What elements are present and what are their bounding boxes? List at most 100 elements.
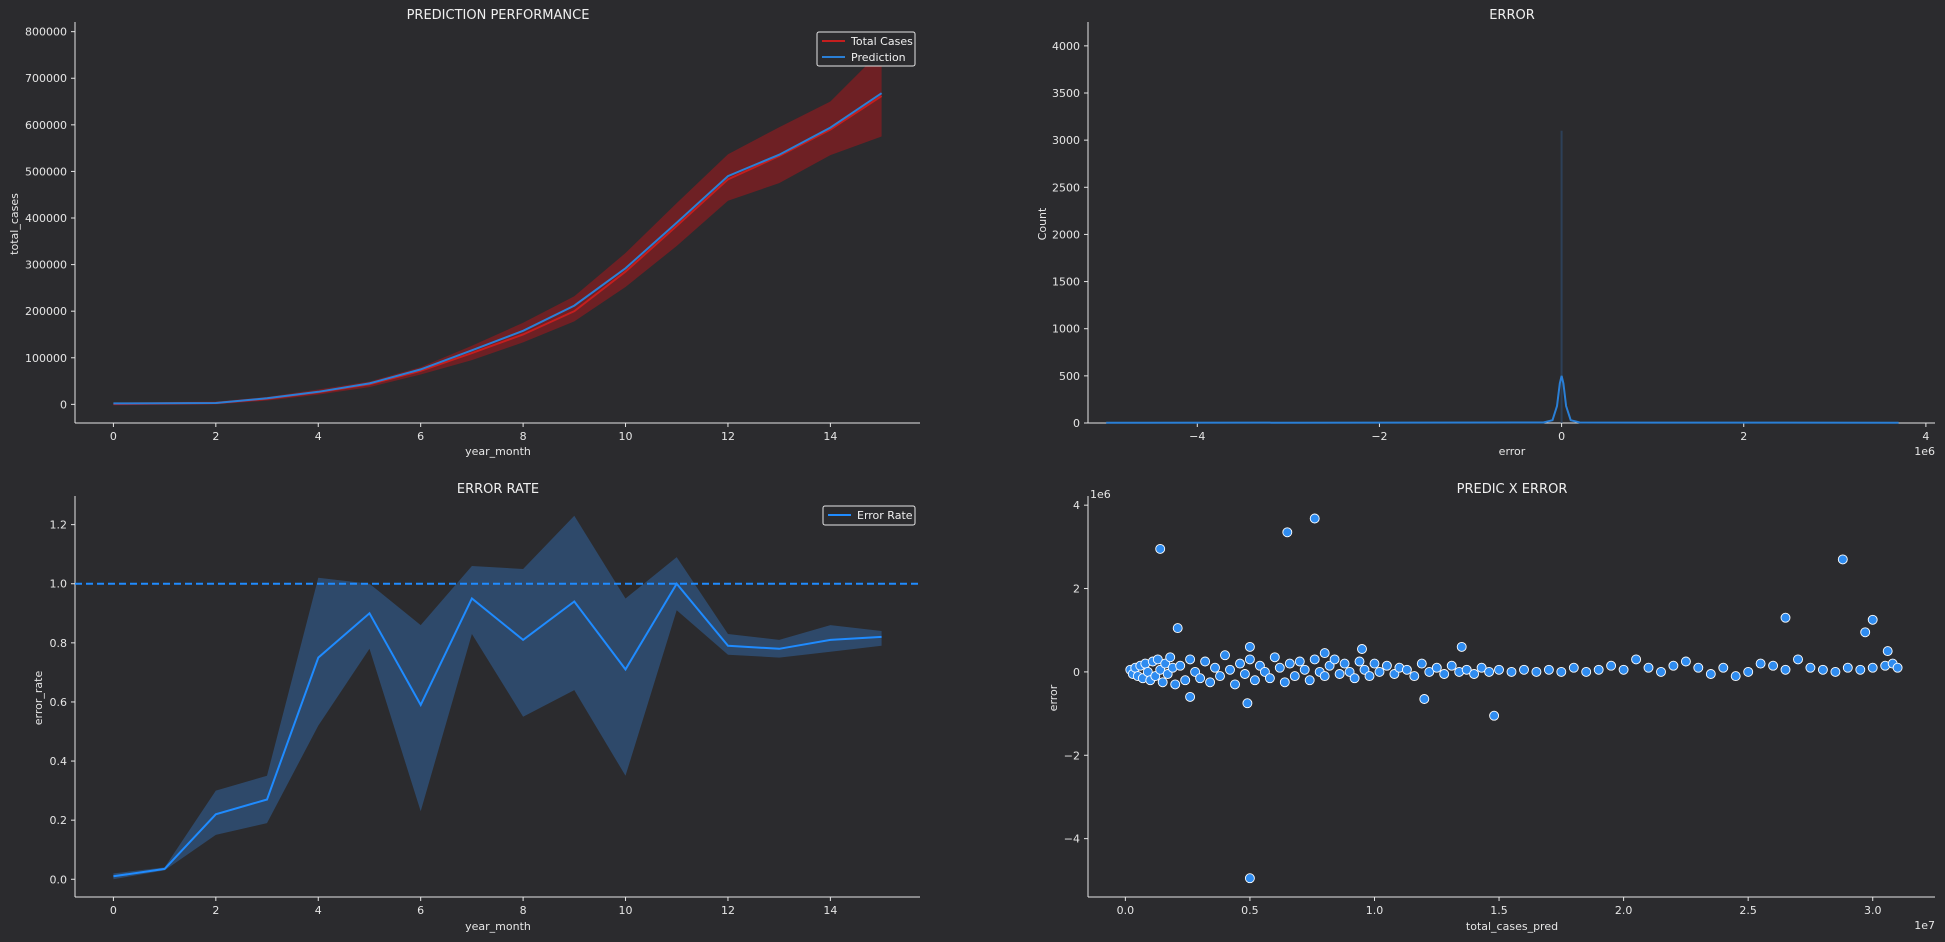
scatter-point xyxy=(1805,662,1816,673)
x-axis-offset: 1e6 xyxy=(1914,445,1935,458)
x-tick-label: 10 xyxy=(619,430,633,443)
scatter-point xyxy=(1180,675,1191,686)
y-axis-offset: 1e6 xyxy=(1090,488,1111,501)
scatter-point xyxy=(1230,679,1240,690)
x-tick-label: 2 xyxy=(212,430,219,443)
error-rate-chart: ERROR RATE year_month error_rate 0 2 4 6 8 10… xyxy=(32,482,920,933)
scatter-point xyxy=(1244,654,1255,665)
x-axis-label: year_month xyxy=(465,920,531,933)
axes: −4 −2 0 2 4 0 500 1000 1500 2000 2500 3000 3500 4000 xyxy=(1052,22,1935,443)
scatter-point xyxy=(1304,675,1315,686)
plot-area xyxy=(1125,513,1903,884)
x-tick-label: 6 xyxy=(417,904,424,917)
x-tick-label: −4 xyxy=(1189,430,1205,443)
scatter-point xyxy=(1220,650,1230,661)
x-tick-label: 0 xyxy=(1558,430,1565,443)
y-tick-label: 500 xyxy=(1059,370,1080,383)
y-tick-label: 0.4 xyxy=(50,755,68,768)
x-tick-label: 6 xyxy=(417,430,424,443)
scatter-point xyxy=(1606,660,1617,671)
scatter-point xyxy=(1419,694,1430,704)
y-tick-label: 0 xyxy=(1073,666,1080,679)
scatter-point xyxy=(1469,669,1480,679)
y-tick-label: 0.2 xyxy=(50,814,68,827)
y-tick-label: 1500 xyxy=(1052,276,1080,289)
scatter-point xyxy=(1215,671,1225,682)
axes: 0.0 0.5 1.0 1.5 2.0 2.5 3.0 −4 −2 0 2 4 xyxy=(1064,496,1935,917)
x-tick-label: 14 xyxy=(823,904,837,917)
scatter-point xyxy=(1506,666,1517,677)
scatter-point xyxy=(1165,652,1176,663)
x-tick-label: 10 xyxy=(619,904,633,917)
x-tick-label: 0.5 xyxy=(1241,904,1259,917)
scatter-point xyxy=(1357,644,1367,654)
kde-line xyxy=(1106,375,1899,424)
y-tick-label: 0.0 xyxy=(50,873,68,886)
y-tick-label: 700000 xyxy=(25,72,67,85)
x-tick-label: 2 xyxy=(1740,430,1747,443)
scatter-point xyxy=(1476,662,1487,673)
x-axis-label: total_cases_pred xyxy=(1466,920,1558,933)
scatter-point xyxy=(1439,669,1450,679)
scatter-point xyxy=(1349,673,1360,684)
scatter-point xyxy=(1424,666,1435,677)
scatter-point xyxy=(1543,664,1554,675)
scatter-point xyxy=(1244,641,1255,652)
y-tick-label: −4 xyxy=(1064,833,1080,846)
scatter-point xyxy=(1867,662,1878,673)
scatter-point xyxy=(1264,673,1275,684)
chart-title: PREDIC X ERROR xyxy=(1457,482,1568,497)
y-axis-label: Count xyxy=(1036,207,1049,240)
scatter-point xyxy=(1205,677,1216,688)
x-tick-label: 0 xyxy=(110,430,117,443)
y-tick-label: 300000 xyxy=(25,259,67,272)
y-tick-label: 1000 xyxy=(1052,323,1080,336)
x-tick-label: 4 xyxy=(1922,430,1929,443)
scatter-point xyxy=(1461,664,1472,675)
y-tick-label: 0.8 xyxy=(50,637,68,650)
scatter-point xyxy=(1334,669,1345,679)
scatter-point xyxy=(1289,671,1300,682)
scatter-point xyxy=(1693,662,1704,673)
chart-title: ERROR xyxy=(1489,8,1535,23)
scatter-point xyxy=(1718,662,1729,673)
scatter-point xyxy=(1484,666,1495,677)
x-tick-label: 2.5 xyxy=(1739,904,1757,917)
x-tick-label: −2 xyxy=(1371,430,1387,443)
scatter-point xyxy=(1568,662,1579,673)
x-tick-label: 0 xyxy=(110,904,117,917)
scatter-point xyxy=(1309,513,1320,524)
scatter-point xyxy=(1817,664,1828,675)
scatter-point xyxy=(1329,654,1340,665)
scatter-point xyxy=(1210,662,1220,673)
scatter-point xyxy=(1299,664,1310,675)
scatter-point xyxy=(1581,666,1592,677)
y-tick-label: 500000 xyxy=(25,165,67,178)
legend-label-error-rate: Error Rate xyxy=(857,509,913,522)
scatter-point xyxy=(1200,656,1211,667)
x-axis-label: error xyxy=(1499,445,1526,458)
scatter-point xyxy=(1364,671,1375,682)
y-tick-label: 400000 xyxy=(25,212,67,225)
scatter-point xyxy=(1409,671,1420,682)
scatter-point xyxy=(1643,662,1654,673)
scatter-point xyxy=(1631,654,1642,665)
y-tick-label: −2 xyxy=(1064,749,1080,762)
axes: 0 2 4 6 8 10 12 14 0 100000 200000 300000 400000 5000… xyxy=(25,22,920,443)
y-tick-label: 0 xyxy=(60,398,67,411)
scatter-point xyxy=(1284,658,1295,669)
scatter-point xyxy=(1780,612,1791,623)
scatter-point xyxy=(1755,658,1766,669)
scatter-point xyxy=(1185,654,1196,665)
x-tick-label: 4 xyxy=(315,904,322,917)
scatter-point xyxy=(1369,658,1380,669)
scatter-point xyxy=(1705,669,1716,679)
scatter-point xyxy=(1294,656,1305,667)
scatter-point xyxy=(1680,656,1691,667)
scatter-point xyxy=(1837,554,1848,565)
legend-label-total-cases: Total Cases xyxy=(850,35,913,48)
scatter-point xyxy=(1170,679,1181,690)
scatter-point xyxy=(1842,662,1853,673)
y-tick-label: 4 xyxy=(1073,499,1080,512)
y-tick-label: 3000 xyxy=(1052,134,1080,147)
